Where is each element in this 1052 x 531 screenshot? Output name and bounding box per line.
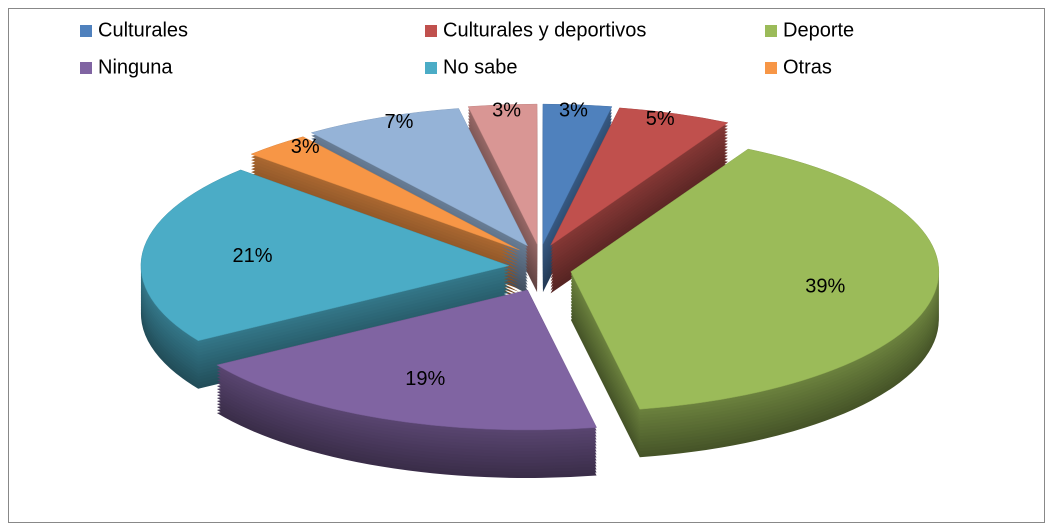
legend-label: Deporte [783, 19, 854, 41]
data-label: 3% [291, 136, 320, 158]
legend-swatch [80, 25, 92, 37]
slice [310, 108, 529, 247]
data-label: 7% [385, 111, 414, 133]
legend-swatch [765, 62, 777, 74]
slice [250, 136, 520, 251]
legend-label: No sabe [443, 56, 518, 78]
slice [550, 107, 729, 246]
legend-swatch [765, 25, 777, 37]
data-label: 3% [492, 100, 521, 122]
slice [467, 103, 538, 245]
legend-swatch [425, 62, 437, 74]
legend-label: Otras [783, 56, 832, 78]
data-label: 3% [559, 100, 588, 122]
slice [140, 169, 510, 342]
data-label: 21% [232, 245, 272, 267]
slice [570, 148, 940, 410]
legend-swatch [425, 25, 437, 37]
legend-label: Ninguna [98, 56, 173, 78]
data-label: 39% [805, 275, 845, 297]
slice [542, 103, 613, 245]
legend-swatch [80, 62, 92, 74]
slice [216, 289, 597, 431]
data-label: 5% [646, 108, 675, 130]
legend-label: Culturales [98, 19, 188, 41]
data-label: 19% [405, 368, 445, 390]
legend-label: Culturales y deportivos [443, 19, 646, 41]
